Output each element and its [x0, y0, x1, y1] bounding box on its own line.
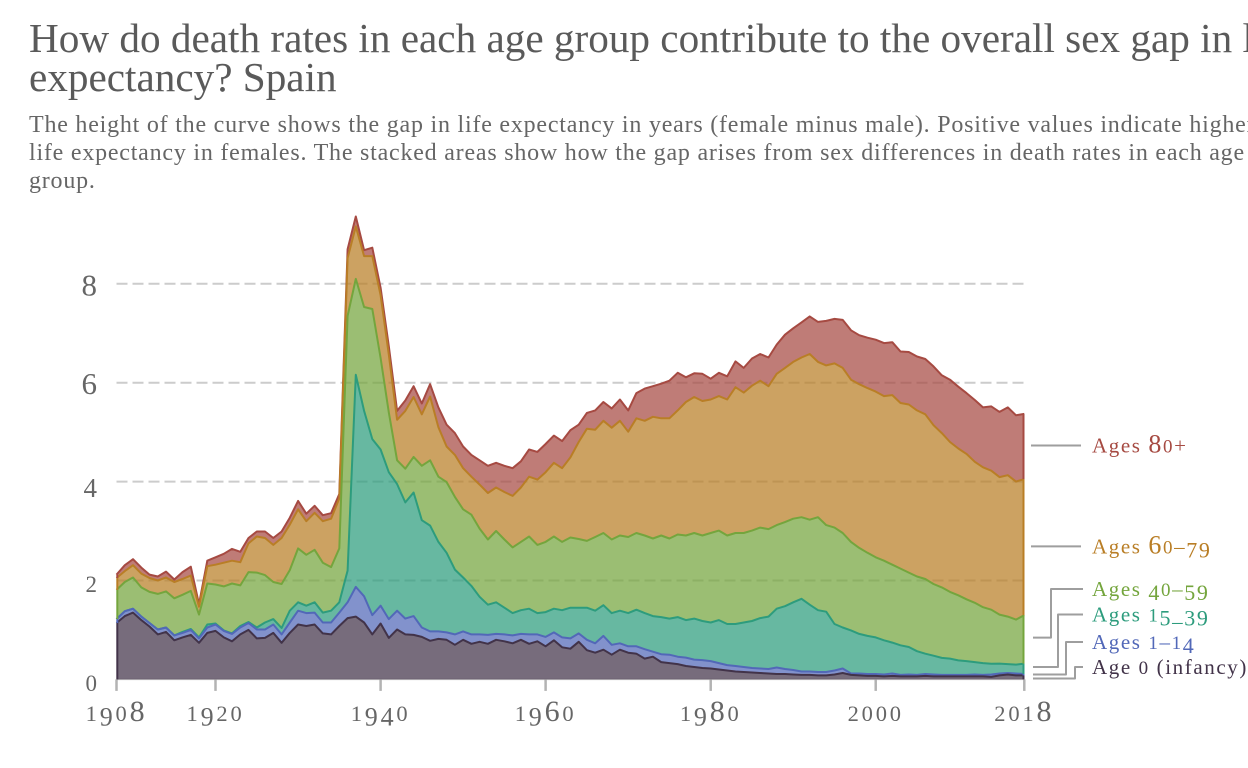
svg-text:0: 0 — [86, 671, 98, 696]
svg-text:1940: 1940 — [351, 701, 411, 732]
svg-text:1960: 1960 — [515, 695, 577, 732]
svg-text:8: 8 — [82, 267, 98, 302]
svg-text:Age 0 (infancy): Age 0 (infancy) — [1092, 655, 1248, 679]
svg-text:2018: 2018 — [994, 695, 1054, 728]
svg-text:6: 6 — [82, 366, 98, 401]
svg-text:1980: 1980 — [680, 695, 742, 732]
svg-text:2: 2 — [86, 572, 98, 597]
svg-text:Ages 80+: Ages 80+ — [1092, 430, 1188, 459]
svg-text:Ages 1–14: Ages 1–14 — [1092, 630, 1195, 658]
svg-text:Ages 40–59: Ages 40–59 — [1092, 577, 1209, 605]
svg-text:1908: 1908 — [86, 695, 148, 732]
svg-text:Ages 15_39: Ages 15_39 — [1092, 603, 1209, 631]
svg-text:2000: 2000 — [848, 701, 904, 726]
svg-text:1920: 1920 — [187, 701, 245, 732]
svg-text:Ages 60–79: Ages 60–79 — [1092, 530, 1211, 562]
svg-text:4: 4 — [84, 473, 98, 503]
